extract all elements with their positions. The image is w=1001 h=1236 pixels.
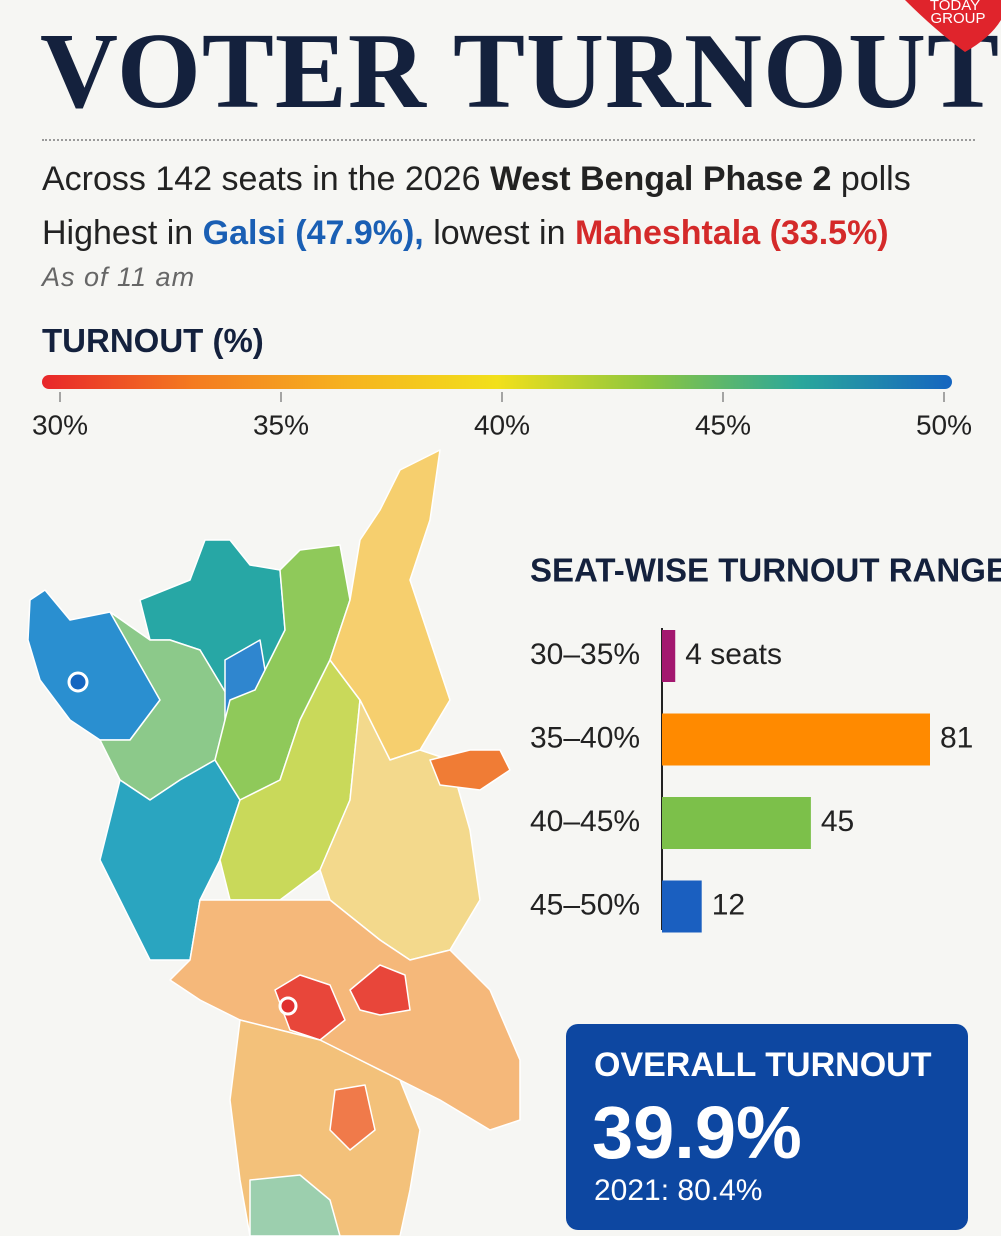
value-label: 81	[940, 721, 973, 754]
text: polls	[840, 160, 911, 198]
chart-title: SEAT-WISE TURNOUT RANGE	[530, 552, 1001, 589]
overall-value: 39.9%	[592, 1091, 802, 1174]
subtitle-line: Across 142 seats in the 2026 West Bengal…	[42, 160, 911, 199]
value-label: 12	[712, 888, 745, 921]
text: Highest in	[42, 214, 194, 252]
overall-box: OVERALL TURNOUT 39.9% 2021: 80.4%	[566, 1024, 968, 1230]
category-label: 45–50%	[530, 888, 640, 921]
value-label: 4 seats	[685, 638, 782, 671]
marker-highest	[67, 671, 89, 693]
bar	[662, 713, 930, 766]
map	[27, 449, 521, 1236]
overall-previous: 2021: 80.4%	[594, 1174, 763, 1207]
logo	[905, 0, 1001, 52]
note: As of 11 am	[42, 262, 196, 292]
logo-text: GROUP	[930, 10, 985, 27]
bar	[662, 630, 676, 682]
text: lowest in	[433, 214, 566, 252]
subtitle-line: Highest in Galsi (47.9%), lowest in Mahe…	[42, 214, 889, 253]
text: Across 142 seats in the 2026	[42, 160, 481, 198]
bar	[662, 880, 702, 933]
marker-lowest	[278, 996, 298, 1016]
category-label: 35–40%	[530, 721, 640, 754]
text: Galsi (47.9%),	[202, 214, 424, 252]
tick-label: 30%	[32, 409, 88, 440]
tick-label: 45%	[695, 409, 751, 440]
text: Maheshtala (33.5%)	[574, 214, 889, 252]
overall-title: OVERALL TURNOUT	[594, 1046, 932, 1084]
tick-label: 40%	[474, 409, 530, 440]
text: West Bengal Phase 2	[489, 160, 832, 198]
category-label: 30–35%	[530, 638, 640, 671]
scale-title: TURNOUT (%)	[42, 322, 264, 359]
tick-label: 50%	[916, 409, 972, 440]
logo-text: TODAY	[930, 0, 980, 14]
title: VOTER TURNOUT	[40, 12, 1001, 131]
tick-label: 35%	[253, 409, 309, 440]
value-label: 45	[821, 805, 854, 838]
divider	[42, 139, 975, 141]
bar	[662, 797, 811, 849]
color-scale	[42, 375, 952, 389]
category-label: 40–45%	[530, 805, 640, 838]
